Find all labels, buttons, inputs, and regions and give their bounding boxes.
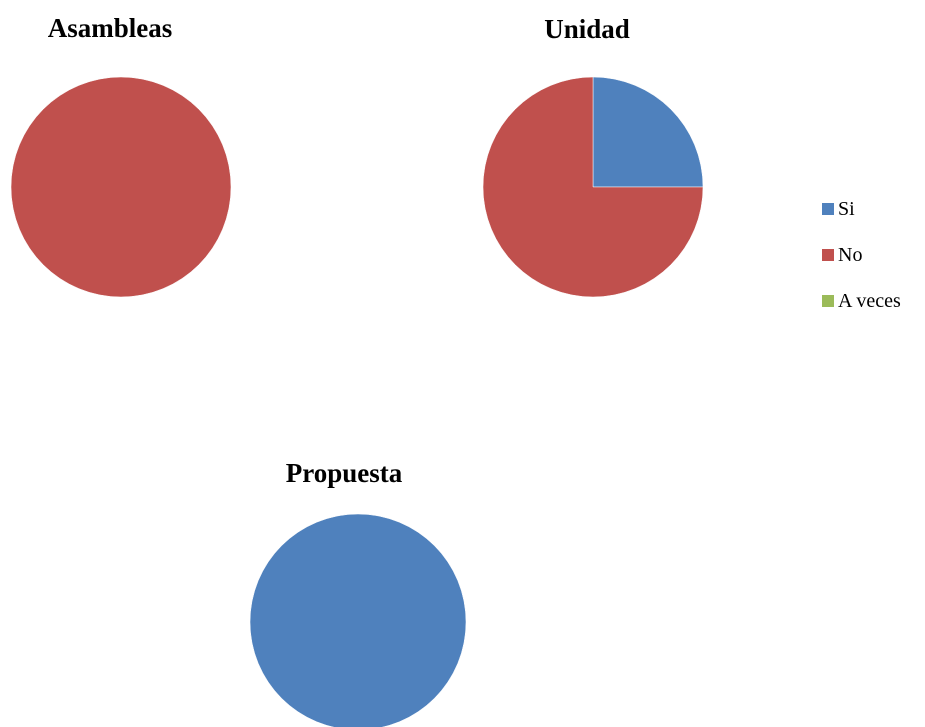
pie-slice-si	[592, 76, 704, 188]
chart-title: Unidad	[544, 14, 630, 44]
legend-swatch	[822, 203, 834, 215]
pie-slices	[249, 513, 467, 727]
pie-slice-no	[10, 76, 232, 298]
legend-swatch	[822, 295, 834, 307]
pie-slices	[482, 76, 704, 298]
pie-slice-si	[249, 513, 467, 727]
pie-chart-propuesta: Propuesta	[249, 458, 467, 727]
pie-slices	[10, 76, 232, 298]
legend-label: A veces	[838, 290, 901, 312]
legend-swatch	[822, 249, 834, 261]
pie-slice-no	[482, 76, 704, 298]
legend: Si No A veces	[822, 198, 901, 312]
legend-entry-si: Si	[822, 198, 855, 220]
chart-title: Asambleas	[48, 13, 173, 43]
legend-label: No	[838, 244, 862, 266]
chart-title: Propuesta	[286, 458, 403, 488]
legend-entry-a-veces: A veces	[822, 290, 901, 312]
pie-chart-unidad: Unidad	[482, 14, 704, 298]
legend-entry-no: No	[822, 244, 862, 266]
pie-chart-asambleas: Asambleas	[10, 13, 232, 298]
legend-label: Si	[838, 198, 855, 220]
